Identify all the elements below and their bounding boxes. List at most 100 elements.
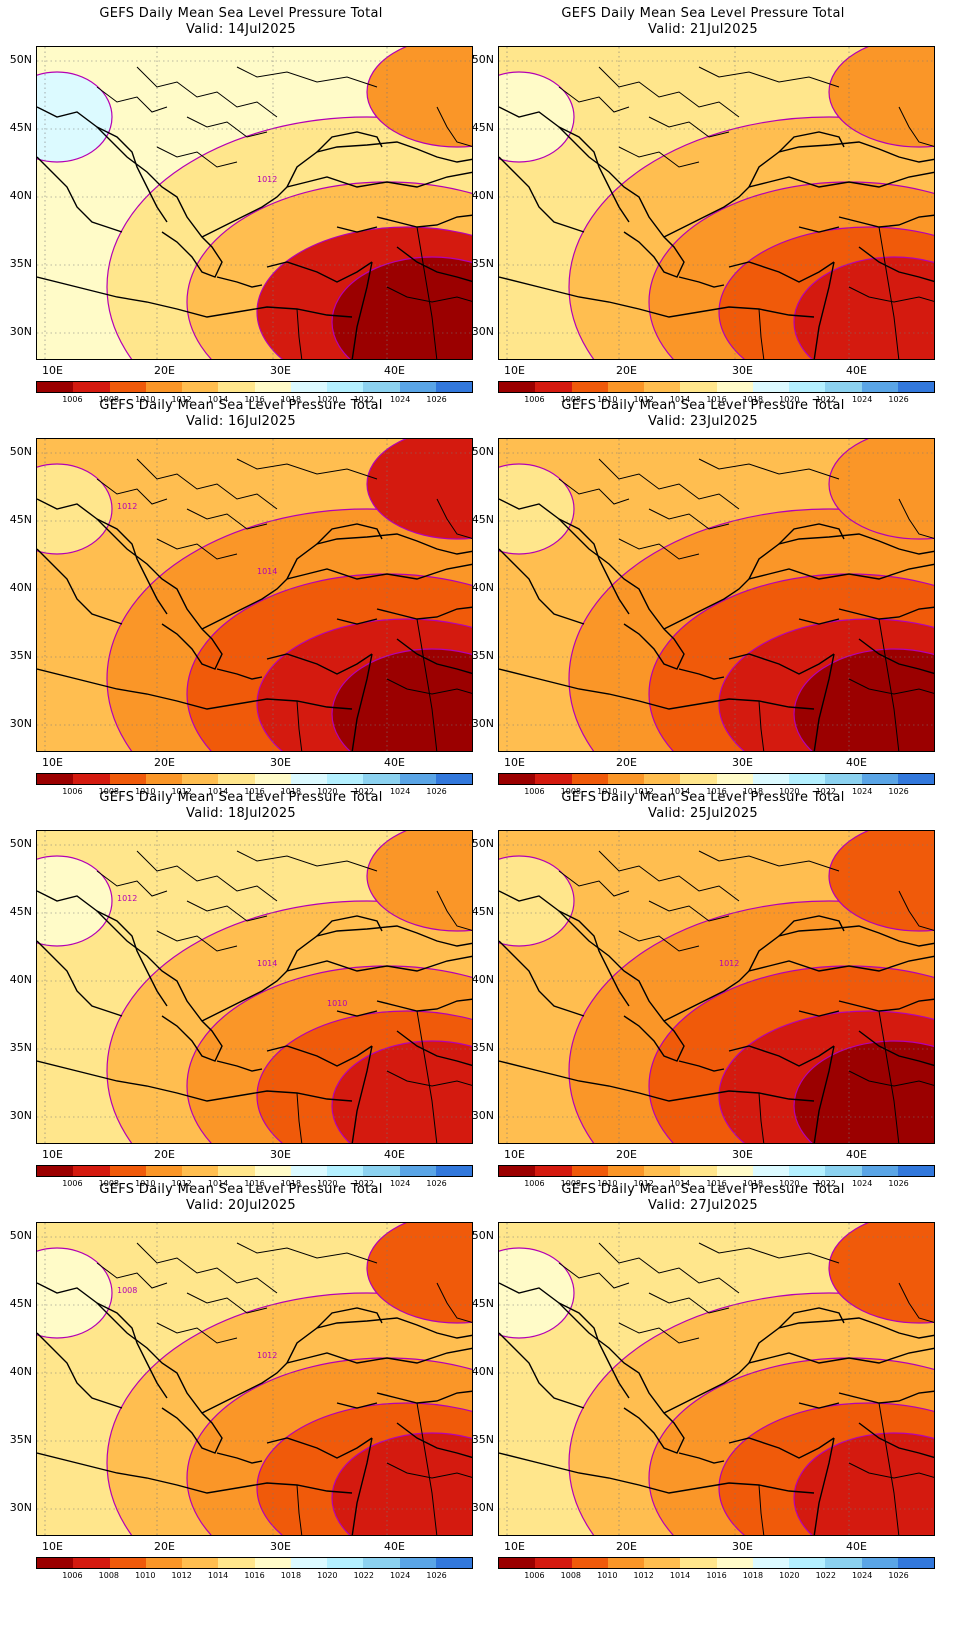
country-border — [848, 286, 934, 303]
colorbar-label: 1024 — [389, 1179, 411, 1188]
coastline — [499, 548, 585, 625]
panel-valid-date: Valid: 23Jul2025 — [648, 414, 758, 429]
longitude-label: 10E — [42, 1148, 63, 1161]
coastline — [201, 171, 472, 238]
colorbar — [498, 1557, 935, 1569]
latitude-label: 45N — [471, 1297, 494, 1310]
country-border — [898, 106, 934, 147]
colorbar-swatch — [680, 1166, 717, 1176]
latitude-label: 50N — [9, 1229, 32, 1242]
colorbar-label: 1012 — [633, 395, 654, 404]
colorbar-swatch — [716, 1166, 753, 1176]
colorbar-label: 1010 — [135, 1179, 156, 1188]
colorbar-label: 1026 — [888, 395, 909, 404]
coastline — [37, 106, 223, 278]
map-panel: GEFS Daily Mean Sea Level Pressure Total… — [0, 1176, 482, 1586]
colorbar-swatch — [535, 1166, 572, 1176]
colorbar-label: 1024 — [389, 787, 411, 796]
country-border — [648, 116, 730, 138]
colorbar-swatch — [327, 1558, 364, 1568]
country-border — [618, 930, 700, 952]
colorbar-label: 1026 — [426, 395, 447, 404]
pressure-band-northeast — [828, 831, 934, 932]
longitude-label: 40E — [846, 364, 867, 377]
colorbar-label: 1006 — [62, 787, 83, 796]
country-border — [698, 458, 840, 480]
colorbar-swatch — [363, 774, 400, 784]
pressure-band — [331, 256, 472, 359]
colorbar-swatch — [716, 1558, 753, 1568]
contour-label: 1012 — [719, 959, 739, 968]
colorbar-label: 1020 — [317, 1571, 338, 1580]
pressure-map: 1014 1012 1010 — [36, 830, 473, 1144]
coastline — [778, 1307, 845, 1329]
country-border — [416, 618, 438, 751]
coastline — [286, 533, 472, 580]
colorbar-swatch — [716, 774, 753, 784]
colorbar-swatch — [680, 382, 717, 392]
colorbar-label: 1018 — [280, 787, 302, 796]
colorbar-label: 1020 — [779, 1179, 800, 1188]
colorbar-swatch — [644, 774, 681, 784]
panel-title: GEFS Daily Mean Sea Level Pressure Total — [561, 6, 845, 21]
panel-valid-date: Valid: 14Jul2025 — [186, 22, 296, 37]
coastline — [351, 1437, 373, 1535]
colorbar-label: 1006 — [524, 787, 545, 796]
coastline — [376, 1390, 472, 1404]
country-border — [436, 890, 472, 931]
coastline — [798, 226, 840, 233]
latitude-label: 45N — [471, 905, 494, 918]
colorbar-label: 1014 — [207, 1571, 229, 1580]
contour-label: 1010 — [327, 999, 347, 1008]
colorbar-label: 1016 — [706, 1571, 727, 1580]
colorbar-swatch — [218, 382, 255, 392]
latitude-label: 45N — [9, 513, 32, 526]
country-border — [598, 1242, 740, 1294]
latitude-label: 40N — [9, 1365, 32, 1378]
colorbar-swatch — [109, 382, 146, 392]
longitude-label: 20E — [154, 1540, 175, 1553]
colorbar-label: 1018 — [742, 1571, 764, 1580]
colorbar-swatch — [290, 382, 327, 392]
contour-label: 1012 — [117, 502, 137, 511]
colorbar-label: 1008 — [560, 1179, 581, 1188]
colorbar-swatch — [254, 382, 291, 392]
latitude-label: 35N — [471, 1041, 494, 1054]
coastline — [316, 131, 383, 153]
country-border — [236, 1242, 378, 1264]
colorbar-swatch — [290, 1558, 327, 1568]
colorbar-swatch — [290, 774, 327, 784]
colorbar-label: 1018 — [742, 787, 764, 796]
coastline — [286, 1317, 472, 1364]
colorbar — [36, 1557, 473, 1569]
panel-valid-date: Valid: 21Jul2025 — [648, 22, 758, 37]
panel-valid-date: Valid: 25Jul2025 — [648, 806, 758, 821]
colorbar-label: 1020 — [779, 395, 800, 404]
colorbar-label: 1010 — [135, 1571, 156, 1580]
coastline — [748, 925, 934, 972]
coastline — [499, 1452, 815, 1494]
country-border — [386, 1462, 472, 1479]
colorbar-swatch — [644, 1558, 681, 1568]
map-panel: GEFS Daily Mean Sea Level Pressure Total… — [462, 1176, 944, 1586]
longitude-label: 10E — [504, 1540, 525, 1553]
latitude-label: 35N — [471, 649, 494, 662]
colorbar-swatch — [37, 382, 74, 392]
colorbar-swatch — [607, 382, 644, 392]
coastline — [216, 1060, 263, 1072]
colorbar-label: 1014 — [669, 395, 691, 404]
country-border — [698, 1242, 840, 1264]
colorbar-swatch — [897, 1558, 934, 1568]
colorbar-label: 1016 — [244, 1571, 265, 1580]
panel-title: GEFS Daily Mean Sea Level Pressure Total — [99, 1182, 383, 1197]
coastline — [558, 518, 630, 615]
colorbar-swatch — [363, 382, 400, 392]
colorbar-label: 1016 — [706, 787, 727, 796]
colorbar-swatch — [752, 382, 789, 392]
latitude-label: 50N — [471, 1229, 494, 1242]
colorbar-swatch — [399, 774, 436, 784]
colorbar-swatch — [644, 382, 681, 392]
coastline — [798, 618, 840, 625]
coastline — [748, 533, 934, 580]
coastline — [499, 276, 815, 318]
